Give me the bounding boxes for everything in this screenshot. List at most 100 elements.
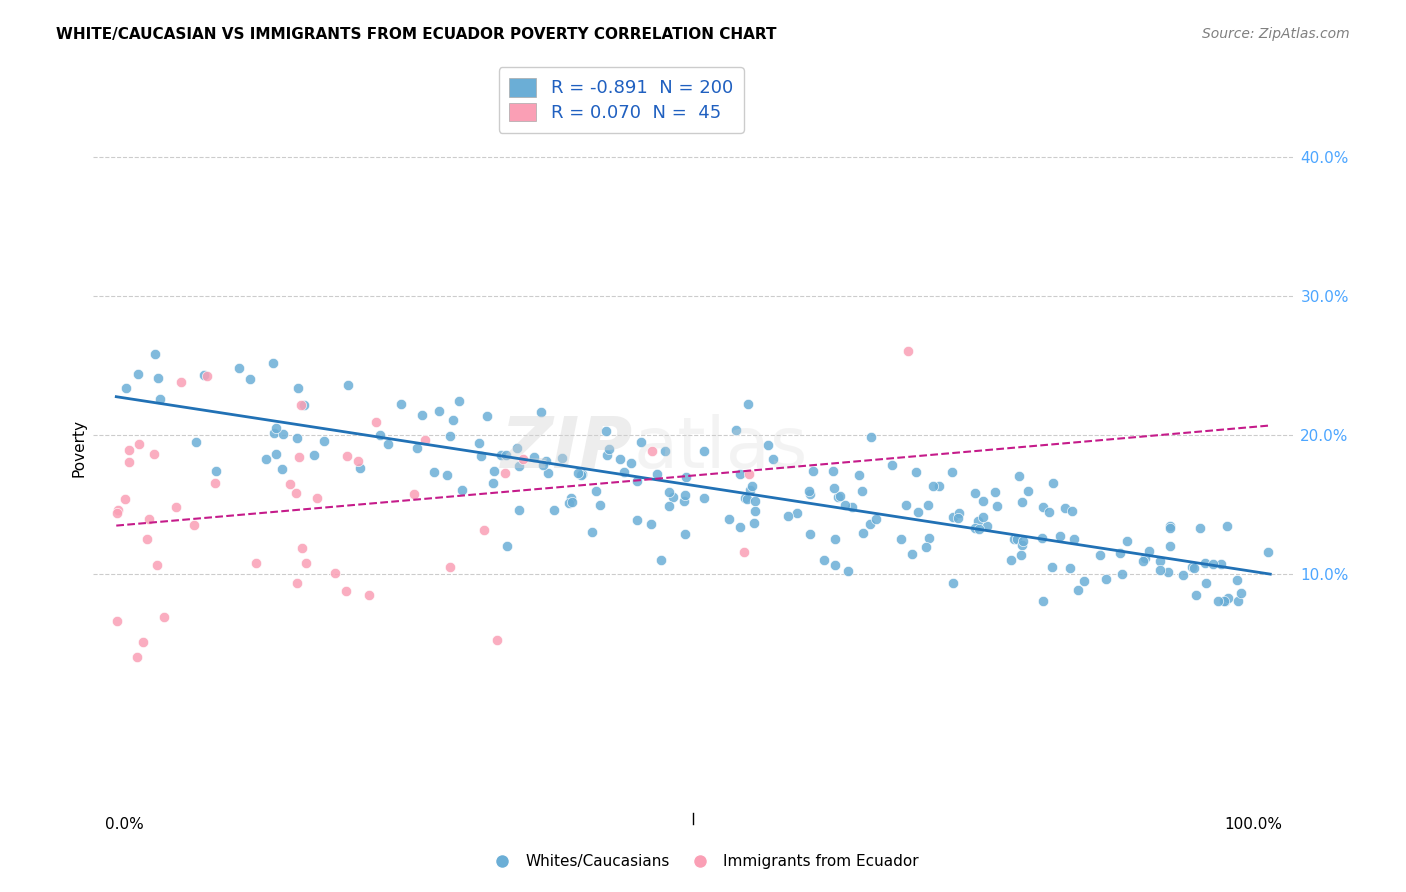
Point <box>561 495 583 509</box>
Point <box>967 522 990 536</box>
Point <box>205 464 228 478</box>
Point <box>254 452 277 467</box>
Point <box>851 484 873 499</box>
Point <box>1000 552 1022 566</box>
Point <box>986 499 1008 513</box>
Point <box>1053 500 1076 515</box>
Point <box>834 498 856 512</box>
Point <box>567 466 589 480</box>
Point <box>271 462 294 476</box>
Point <box>195 369 218 384</box>
Point <box>598 442 620 457</box>
Point <box>900 547 922 561</box>
Point <box>823 481 845 495</box>
Point <box>737 397 759 411</box>
Text: 100.0%: 100.0% <box>1223 817 1282 832</box>
Point <box>967 514 990 528</box>
Point <box>138 512 160 526</box>
Point <box>1194 557 1216 571</box>
Point <box>1202 557 1225 571</box>
Point <box>776 509 799 524</box>
Point <box>799 527 821 541</box>
Point <box>620 456 643 470</box>
Point <box>411 408 433 422</box>
Point <box>1257 544 1279 558</box>
Point <box>406 441 429 455</box>
Point <box>640 516 662 531</box>
Point <box>204 476 226 491</box>
Text: atlas: atlas <box>633 414 807 483</box>
Point <box>146 558 169 572</box>
Point <box>1137 543 1160 558</box>
Point <box>1005 532 1028 546</box>
Point <box>404 487 426 501</box>
Point <box>662 490 685 504</box>
Point <box>1195 575 1218 590</box>
Point <box>585 484 607 499</box>
Point <box>366 415 388 429</box>
Point <box>477 409 499 424</box>
Point <box>1226 574 1249 588</box>
Point <box>1173 567 1195 582</box>
Point <box>880 458 903 473</box>
Point <box>1157 565 1180 579</box>
Point <box>1049 529 1071 543</box>
Point <box>928 479 950 493</box>
Point <box>1032 500 1054 514</box>
Point <box>1226 594 1249 608</box>
Point <box>481 476 503 491</box>
Point <box>1066 582 1088 597</box>
Point <box>560 491 582 506</box>
Point <box>728 467 751 482</box>
Point <box>650 553 672 567</box>
Point <box>264 420 287 434</box>
Point <box>942 510 965 524</box>
Point <box>658 485 681 500</box>
Point <box>349 461 371 475</box>
Point <box>837 564 859 578</box>
Point <box>136 532 159 546</box>
Point <box>495 448 517 462</box>
Point <box>1017 483 1039 498</box>
Point <box>523 450 546 465</box>
Point <box>245 556 267 570</box>
Point <box>1040 559 1063 574</box>
Point <box>152 610 174 624</box>
Point <box>858 517 880 532</box>
Point <box>183 517 205 532</box>
Point <box>278 477 301 491</box>
Point <box>336 449 359 463</box>
Point <box>165 500 187 515</box>
Point <box>756 438 779 452</box>
Point <box>801 464 824 478</box>
Point <box>1229 586 1251 600</box>
Point <box>645 467 668 481</box>
Point <box>264 446 287 460</box>
Point <box>184 435 207 450</box>
Point <box>105 614 128 628</box>
Point <box>1008 468 1031 483</box>
Point <box>1188 520 1211 534</box>
Point <box>441 413 464 427</box>
Point <box>905 465 928 479</box>
Point <box>1206 594 1229 608</box>
Point <box>1032 594 1054 608</box>
Point <box>865 512 887 526</box>
Point <box>733 545 755 559</box>
Point <box>589 498 612 512</box>
Point <box>290 398 312 412</box>
Point <box>963 486 986 500</box>
Point <box>447 394 470 409</box>
Point <box>534 454 557 468</box>
Point <box>897 343 920 358</box>
Point <box>1095 572 1118 586</box>
Point <box>482 464 505 478</box>
Point <box>1159 519 1181 533</box>
Point <box>537 466 560 480</box>
Point <box>531 458 554 472</box>
Point <box>543 503 565 517</box>
Point <box>472 523 495 537</box>
Point <box>824 532 846 546</box>
Point <box>117 455 139 469</box>
Point <box>641 443 664 458</box>
